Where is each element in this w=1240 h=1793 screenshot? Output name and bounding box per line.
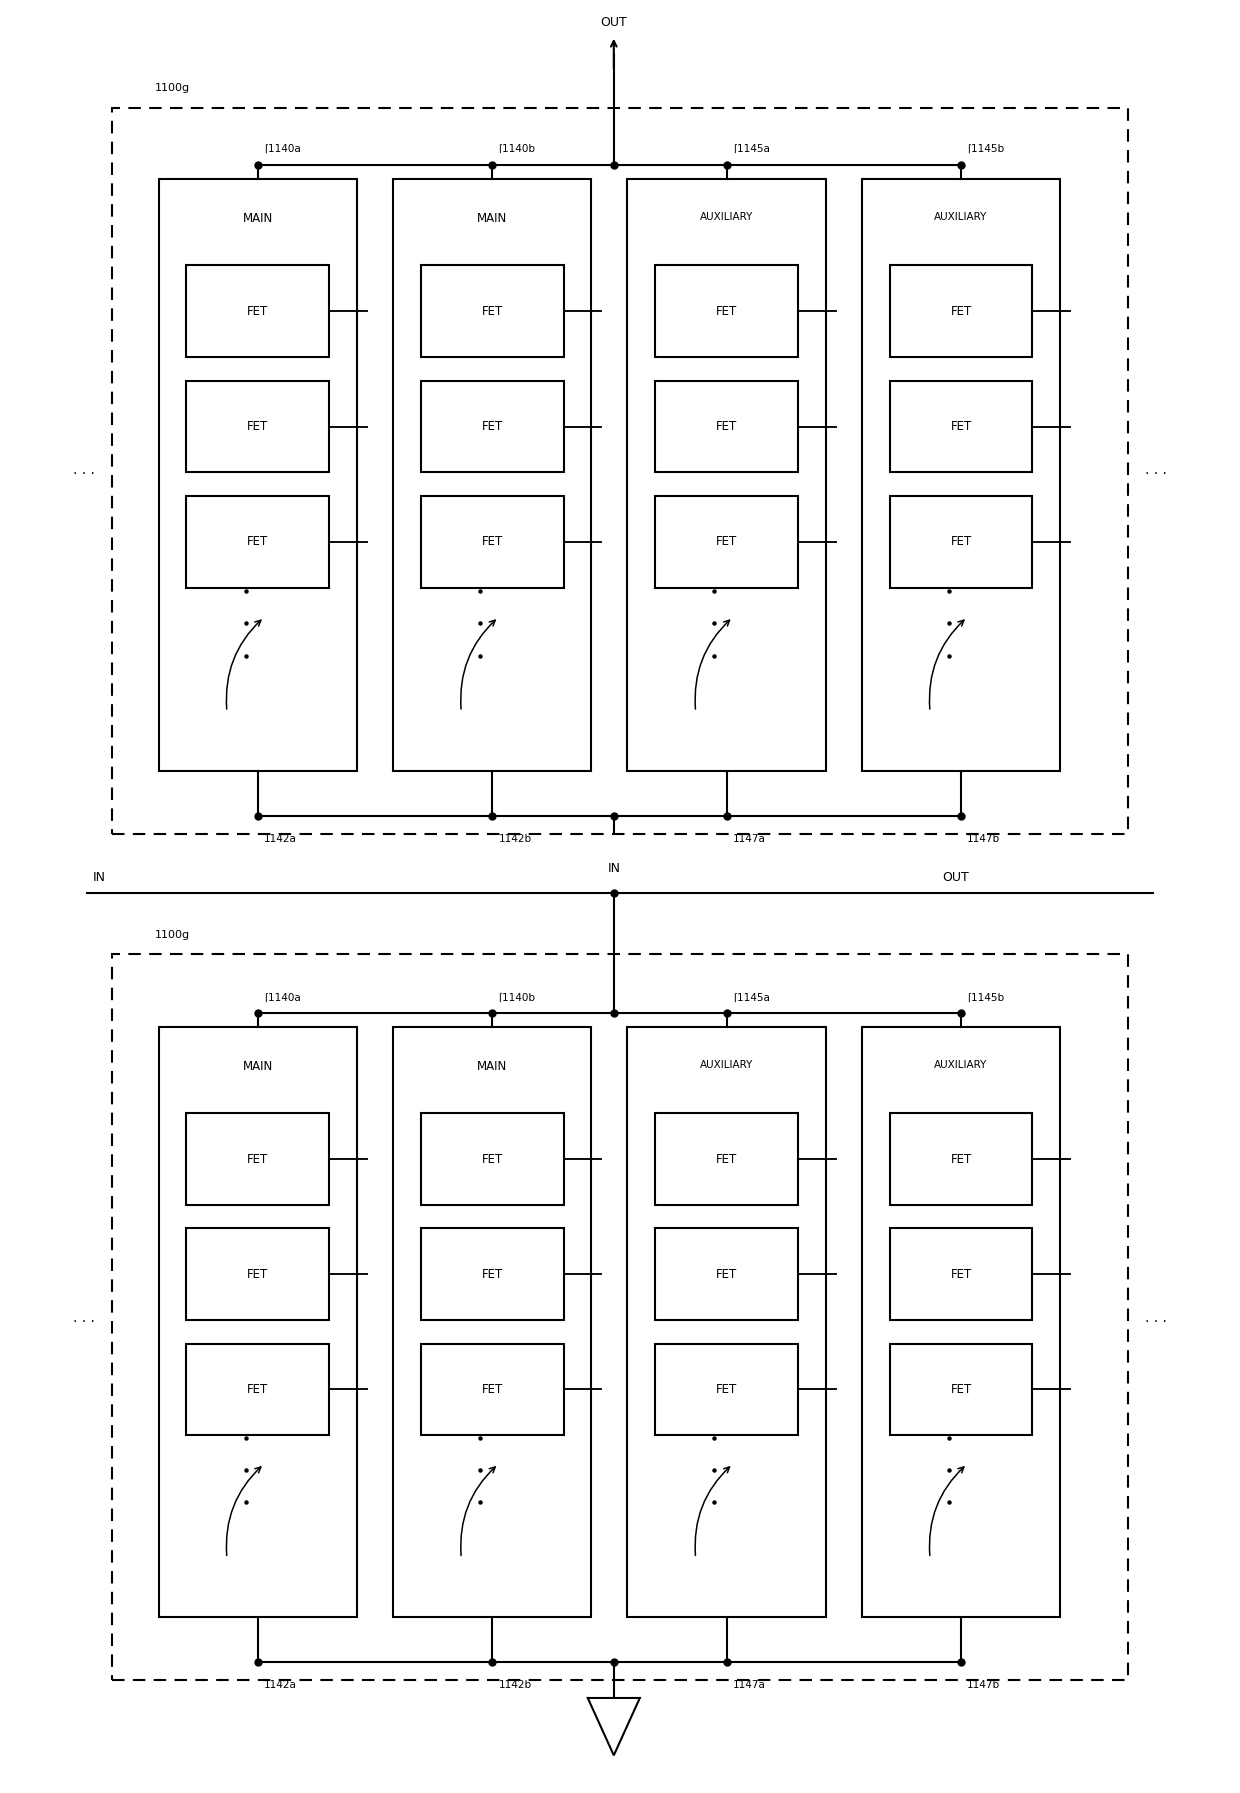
Text: FET: FET [950, 420, 972, 434]
Bar [420, 380, 564, 472]
Bar [889, 1343, 1033, 1434]
Bar [186, 1113, 330, 1205]
FancyBboxPatch shape [112, 954, 1128, 1680]
Text: ⌈1145b: ⌈1145b [967, 143, 1004, 154]
Text: FET: FET [950, 536, 972, 549]
Bar [889, 265, 1033, 357]
Text: ⌈1140a: ⌈1140a [264, 143, 301, 154]
Text: FET: FET [247, 305, 269, 317]
Text: FET: FET [247, 1153, 269, 1165]
Text: FET: FET [481, 1153, 503, 1165]
Bar [159, 1027, 357, 1617]
Text: FET: FET [950, 305, 972, 317]
Bar [186, 497, 330, 588]
Text: AUXILIARY: AUXILIARY [699, 212, 754, 222]
Bar [627, 179, 826, 771]
Bar [420, 265, 564, 357]
Bar [655, 265, 799, 357]
Text: FET: FET [715, 420, 738, 434]
Text: 1142a: 1142a [264, 834, 298, 845]
Text: ⌈1145a: ⌈1145a [733, 143, 770, 154]
Bar [655, 380, 799, 472]
Bar [889, 380, 1033, 472]
Text: FET: FET [247, 1382, 269, 1395]
Text: FET: FET [481, 305, 503, 317]
Bar [655, 1113, 799, 1205]
Text: FET: FET [481, 536, 503, 549]
Text: ⌈1145b: ⌈1145b [967, 992, 1004, 1002]
Text: IN: IN [608, 862, 620, 875]
Text: MAIN: MAIN [477, 1060, 507, 1072]
Text: FET: FET [950, 1382, 972, 1395]
Text: AUXILIARY: AUXILIARY [934, 212, 988, 222]
Bar [420, 497, 564, 588]
Text: MAIN: MAIN [243, 1060, 273, 1072]
Text: ⌈1140a: ⌈1140a [264, 992, 301, 1002]
Text: 1147b: 1147b [967, 834, 1001, 845]
Bar [393, 179, 591, 771]
Bar [420, 1343, 564, 1434]
Text: FET: FET [481, 1382, 503, 1395]
Bar [186, 1343, 330, 1434]
Bar [655, 497, 799, 588]
Bar [655, 1228, 799, 1320]
Text: . . .: . . . [1145, 1311, 1167, 1325]
Bar [393, 1027, 591, 1617]
Text: MAIN: MAIN [243, 212, 273, 224]
Bar [627, 1027, 826, 1617]
Text: FET: FET [715, 305, 738, 317]
Text: FET: FET [950, 1268, 972, 1280]
Text: . . .: . . . [73, 1311, 95, 1325]
Bar [186, 380, 330, 472]
Text: 1147a: 1147a [733, 834, 766, 845]
Text: AUXILIARY: AUXILIARY [699, 1060, 754, 1070]
Text: 1142b: 1142b [498, 834, 532, 845]
Bar [862, 179, 1060, 771]
Text: IN: IN [93, 871, 105, 884]
Text: FET: FET [481, 420, 503, 434]
Polygon shape [588, 1698, 640, 1755]
Bar [159, 179, 357, 771]
Text: FET: FET [247, 1268, 269, 1280]
Text: FET: FET [715, 1382, 738, 1395]
Text: 1100g: 1100g [155, 82, 190, 93]
Bar [889, 497, 1033, 588]
Text: 1147b: 1147b [967, 1680, 1001, 1691]
Text: . . .: . . . [1145, 463, 1167, 477]
Bar [186, 265, 330, 357]
Text: FET: FET [715, 1153, 738, 1165]
Text: 1142a: 1142a [264, 1680, 298, 1691]
Text: ⌈1140b: ⌈1140b [498, 143, 536, 154]
Bar [420, 1228, 564, 1320]
Text: OUT: OUT [942, 871, 970, 884]
Text: FET: FET [247, 536, 269, 549]
Text: OUT: OUT [600, 16, 627, 29]
Text: AUXILIARY: AUXILIARY [934, 1060, 988, 1070]
Text: 1100g: 1100g [155, 929, 190, 940]
Text: . . .: . . . [73, 463, 95, 477]
Text: FET: FET [950, 1153, 972, 1165]
Bar [862, 1027, 1060, 1617]
Bar [655, 1343, 799, 1434]
Text: FET: FET [481, 1268, 503, 1280]
Text: FET: FET [715, 1268, 738, 1280]
Text: 1147a: 1147a [733, 1680, 766, 1691]
Bar [889, 1228, 1033, 1320]
Text: FET: FET [247, 420, 269, 434]
Text: ⌈1140b: ⌈1140b [498, 992, 536, 1002]
Text: MAIN: MAIN [477, 212, 507, 224]
Bar [420, 1113, 564, 1205]
Text: ⌈1145a: ⌈1145a [733, 992, 770, 1002]
FancyBboxPatch shape [112, 108, 1128, 834]
Bar [186, 1228, 330, 1320]
Bar [889, 1113, 1033, 1205]
Text: FET: FET [715, 536, 738, 549]
Text: 1142b: 1142b [498, 1680, 532, 1691]
